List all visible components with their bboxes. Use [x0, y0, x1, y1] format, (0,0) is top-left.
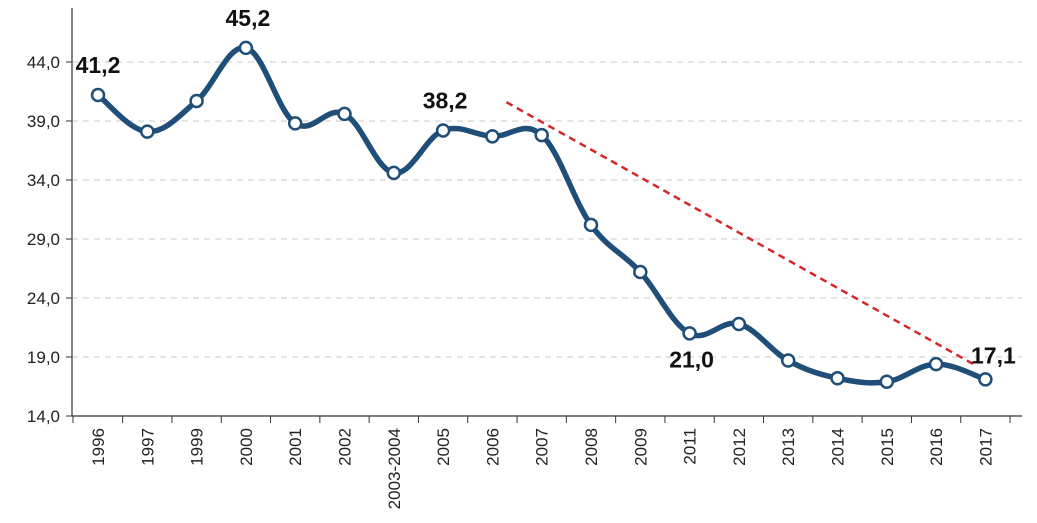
x-tick-label: 1996 — [89, 428, 108, 466]
series-group — [90, 40, 993, 390]
y-tick-label: 39,0 — [27, 112, 60, 131]
y-tick-label: 24,0 — [27, 289, 60, 308]
data-point — [485, 129, 500, 144]
trend-line-group — [505, 101, 979, 368]
x-tick-label: 2003-2004 — [385, 428, 404, 509]
data-point — [435, 123, 451, 138]
data-point — [90, 87, 106, 103]
data-labels: 41,2 45,2 38,2 21,0 17,1 — [76, 5, 1016, 373]
data-point — [140, 124, 155, 139]
data-point — [731, 316, 747, 332]
x-tick-label: 2001 — [286, 428, 305, 466]
data-label: 17,1 — [971, 342, 1016, 368]
data-point — [287, 116, 303, 131]
data-label: 21,0 — [669, 346, 714, 372]
x-tick-label: 2015 — [878, 428, 897, 466]
y-tick-label: 14,0 — [27, 407, 60, 426]
x-tick-label: 2002 — [336, 428, 355, 466]
data-point — [633, 264, 648, 280]
x-tick-label: 2006 — [483, 428, 502, 466]
y-axis-ticks: 14,0 19,0 24,0 29,0 34,0 39,0 44,0 — [27, 53, 72, 426]
x-tick-label: 2005 — [434, 428, 453, 466]
data-point — [682, 326, 697, 341]
x-tick-label: 2008 — [582, 428, 601, 466]
data-point — [238, 40, 254, 56]
x-tick-label: 2017 — [976, 428, 995, 466]
x-tick-label: 2011 — [681, 428, 700, 465]
trend-line — [505, 101, 979, 368]
x-tick-label: 2009 — [631, 428, 650, 466]
data-point — [337, 106, 352, 122]
data-point — [780, 353, 796, 368]
y-tick-label: 19,0 — [27, 348, 60, 367]
data-label: 41,2 — [76, 52, 121, 78]
data-point — [386, 165, 402, 181]
data-point — [830, 370, 845, 386]
data-point — [534, 127, 549, 143]
data-label: 38,2 — [423, 87, 468, 113]
data-point — [978, 372, 993, 387]
x-tick-label: 1997 — [138, 428, 157, 466]
x-tick-label: 2012 — [730, 428, 749, 466]
x-axis-ticks: 1996 1997 1999 2000 2001 2002 2003-2004 2005 200… — [72, 416, 1011, 509]
data-point — [928, 356, 944, 372]
x-tick-label: 1999 — [188, 428, 207, 466]
data-point — [879, 374, 895, 390]
x-tick-label: 2013 — [779, 428, 798, 466]
x-tick-label: 2016 — [927, 428, 946, 466]
data-label: 45,2 — [226, 5, 271, 31]
axes — [71, 8, 1022, 417]
grid-lines — [72, 61, 1022, 358]
data-point — [583, 217, 599, 233]
series-line — [95, 45, 989, 386]
x-tick-label: 2007 — [533, 428, 552, 466]
x-tick-label: 2000 — [237, 428, 256, 466]
y-tick-label: 44,0 — [27, 53, 60, 72]
y-tick-label: 29,0 — [27, 230, 60, 249]
x-tick-label: 2014 — [829, 428, 848, 466]
data-point — [189, 93, 204, 109]
y-tick-label: 34,0 — [27, 171, 60, 190]
